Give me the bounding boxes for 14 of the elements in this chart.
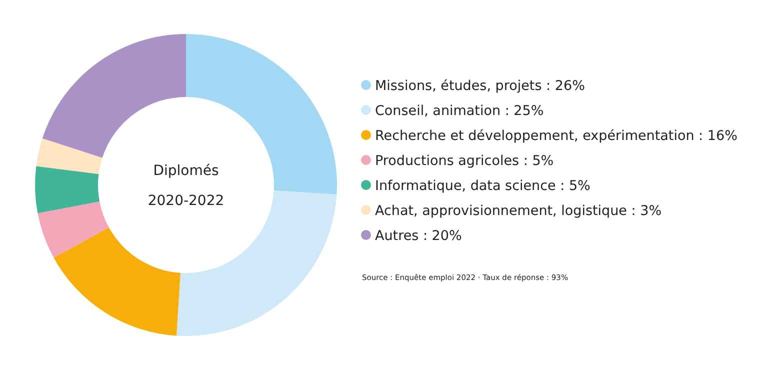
legend-label: Autres : 20% (375, 228, 462, 244)
legend-label: Productions agricoles : 5% (375, 153, 554, 169)
legend-label: Conseil, animation : 25% (375, 103, 544, 119)
donut-slice (35, 166, 100, 214)
legend-label: Achat, approvisionnement, logistique : 3% (375, 203, 662, 219)
legend-label: Recherche et développement, expérimentation : 16% (375, 128, 738, 144)
donut-slice (38, 201, 109, 258)
legend-label: Informatique, data science : 5% (375, 178, 591, 194)
donut-slice (42, 34, 186, 158)
text: 2020-2022 (148, 193, 224, 209)
donut-slice (36, 138, 102, 174)
legend-label: Missions, études, projets : 26% (375, 78, 586, 94)
text: Diplomés (153, 163, 219, 179)
donut-slice (54, 227, 180, 336)
